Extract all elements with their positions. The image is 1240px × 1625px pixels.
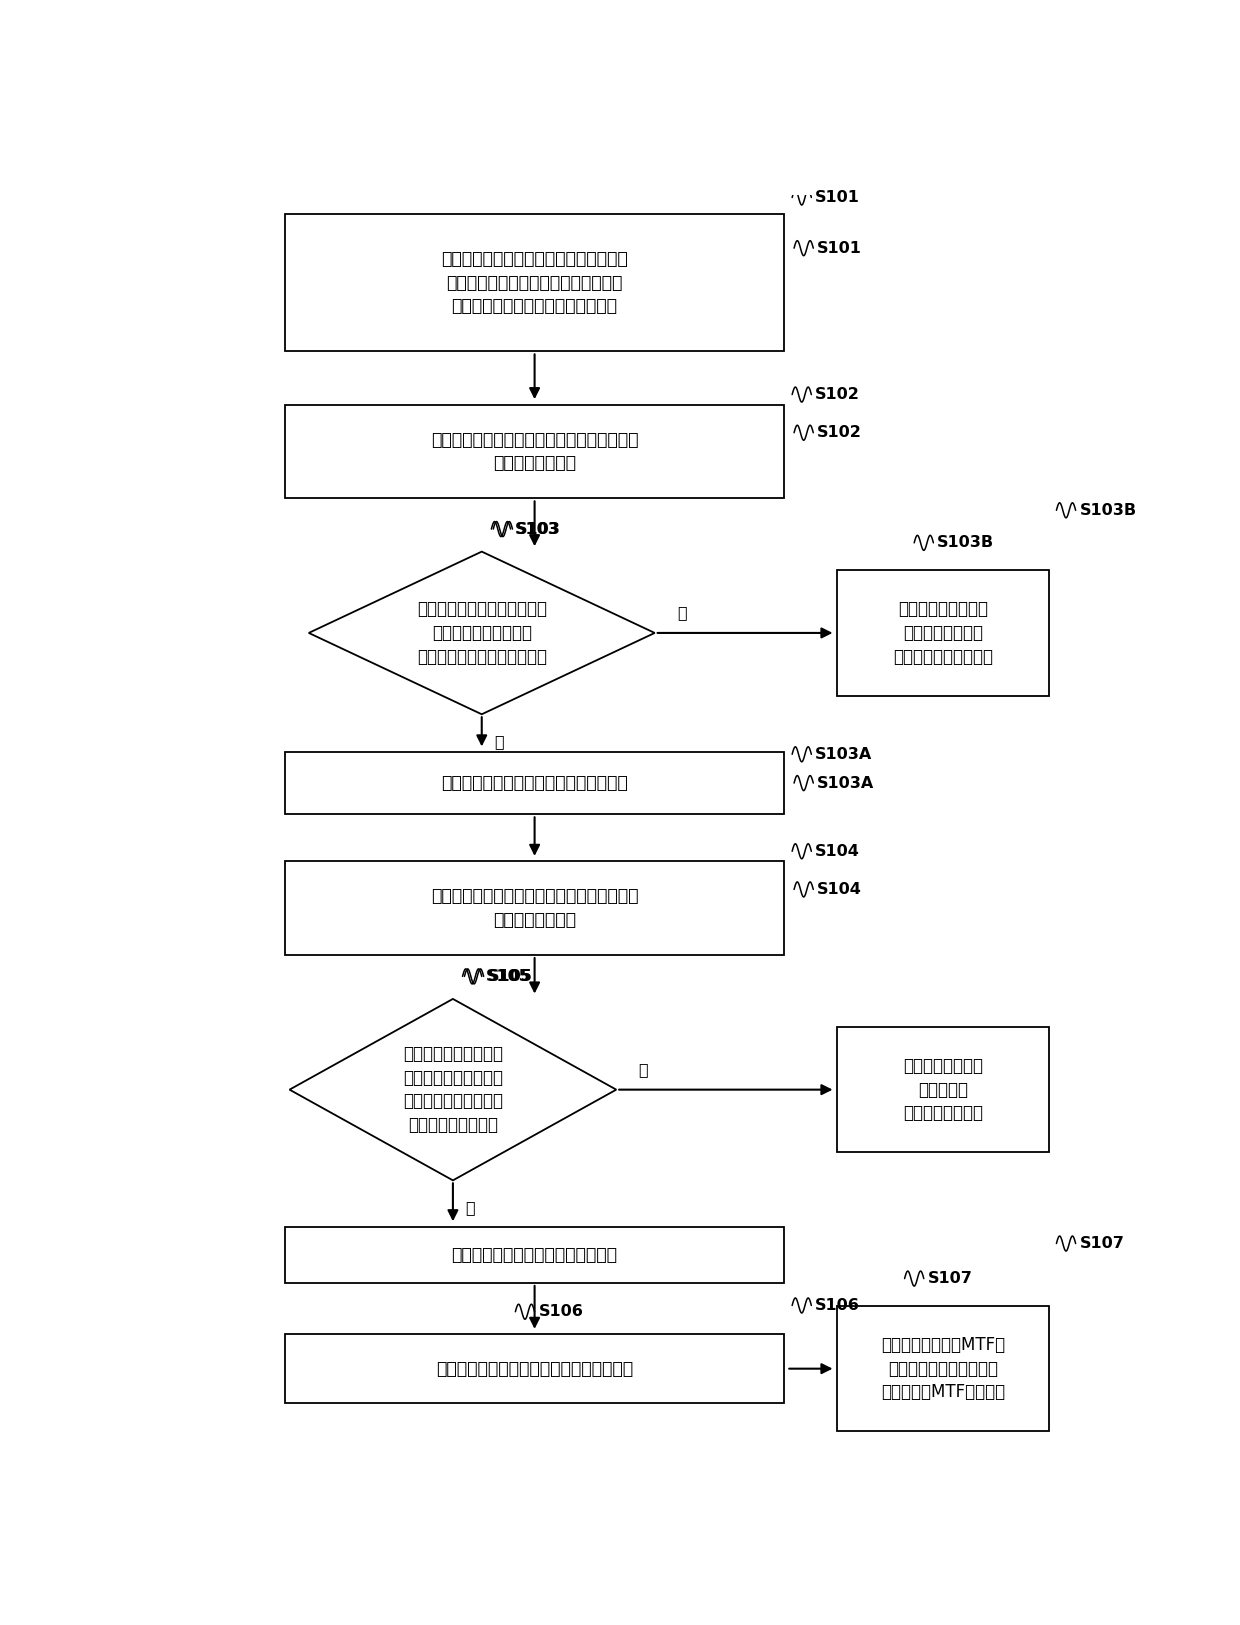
Text: S104: S104 <box>817 882 862 897</box>
Text: S107: S107 <box>1080 1237 1125 1251</box>
Text: S104: S104 <box>815 843 861 858</box>
Text: 判断所述包含所述标准
标靶的一组当前图像的
清晰度是否均大于所述
上一组图像的清晰度: 判断所述包含所述标准 标靶的一组当前图像的 清晰度是否均大于所述 上一组图像的清… <box>403 1045 503 1134</box>
Text: S103A: S103A <box>817 775 874 791</box>
Text: 在所述正确测试位置下，采集一组测试图像: 在所述正确测试位置下，采集一组测试图像 <box>436 1360 634 1378</box>
FancyBboxPatch shape <box>285 861 785 955</box>
Text: S105: S105 <box>487 968 532 983</box>
Text: 获取在设置有被测成像芯片的光电传感器
的模拟使用状态下，在初始测试位置，
采集到的图像可达到的清晰度范围；: 获取在设置有被测成像芯片的光电传感器 的模拟使用状态下，在初始测试位置， 采集到… <box>441 250 627 315</box>
Polygon shape <box>309 551 655 715</box>
FancyBboxPatch shape <box>285 214 785 351</box>
FancyBboxPatch shape <box>837 1027 1049 1152</box>
Text: 在所述当前测试位置下，采集包含所述标准靶
标的一组当前图像: 在所述当前测试位置下，采集包含所述标准靶 标的一组当前图像 <box>430 887 639 930</box>
Text: 将上一组图像对应
的测试位置
作为正确测试位置: 将上一组图像对应 的测试位置 作为正确测试位置 <box>903 1056 983 1123</box>
Text: S103: S103 <box>516 522 562 536</box>
Text: 是: 是 <box>465 1201 475 1216</box>
Text: 判断所述包含所述标准标靶的
一组初始图像的清晰度
是否均介于所述清晰度范围内: 判断所述包含所述标准标靶的 一组初始图像的清晰度 是否均介于所述清晰度范围内 <box>417 600 547 666</box>
Text: 继续获取包含所述标准标靶的下一组图像: 继续获取包含所述标准标靶的下一组图像 <box>441 774 627 791</box>
Text: S106: S106 <box>538 1305 583 1320</box>
FancyBboxPatch shape <box>285 752 785 814</box>
Text: S103B: S103B <box>1080 502 1137 518</box>
Text: 在所述当前测试位置下，采集包含所述标准靶
标的一组当前图像: 在所述当前测试位置下，采集包含所述标准靶 标的一组当前图像 <box>430 431 639 473</box>
Text: S105: S105 <box>486 968 531 983</box>
Text: S102: S102 <box>815 387 861 401</box>
Text: 是: 是 <box>495 734 503 749</box>
Text: 则将所述当前测试位置作为测试位置: 则将所述当前测试位置作为测试位置 <box>451 1246 618 1264</box>
Text: S102: S102 <box>817 426 862 440</box>
Text: 计算所述测试图像MTF值
，且选择最大值作为所述
成像芯片的MTF测试结果: 计算所述测试图像MTF值 ，且选择最大值作为所述 成像芯片的MTF测试结果 <box>880 1336 1006 1401</box>
Text: S106: S106 <box>815 1298 861 1313</box>
Text: S101: S101 <box>817 240 862 255</box>
FancyBboxPatch shape <box>837 570 1049 696</box>
Text: S103A: S103A <box>815 748 873 762</box>
Text: 否: 否 <box>677 606 687 621</box>
Text: S103: S103 <box>515 522 559 536</box>
Text: S103B: S103B <box>937 535 994 551</box>
Text: 否: 否 <box>639 1063 649 1077</box>
Polygon shape <box>289 999 616 1180</box>
Text: 改变所述光电传感器
相对所述标准标靶
的位置至当前测试位置: 改变所述光电传感器 相对所述标准标靶 的位置至当前测试位置 <box>893 600 993 666</box>
FancyBboxPatch shape <box>285 405 785 499</box>
Text: S101: S101 <box>815 190 861 205</box>
FancyBboxPatch shape <box>285 1334 785 1402</box>
FancyBboxPatch shape <box>837 1306 1049 1432</box>
FancyBboxPatch shape <box>285 1227 785 1284</box>
Text: S107: S107 <box>928 1271 972 1285</box>
